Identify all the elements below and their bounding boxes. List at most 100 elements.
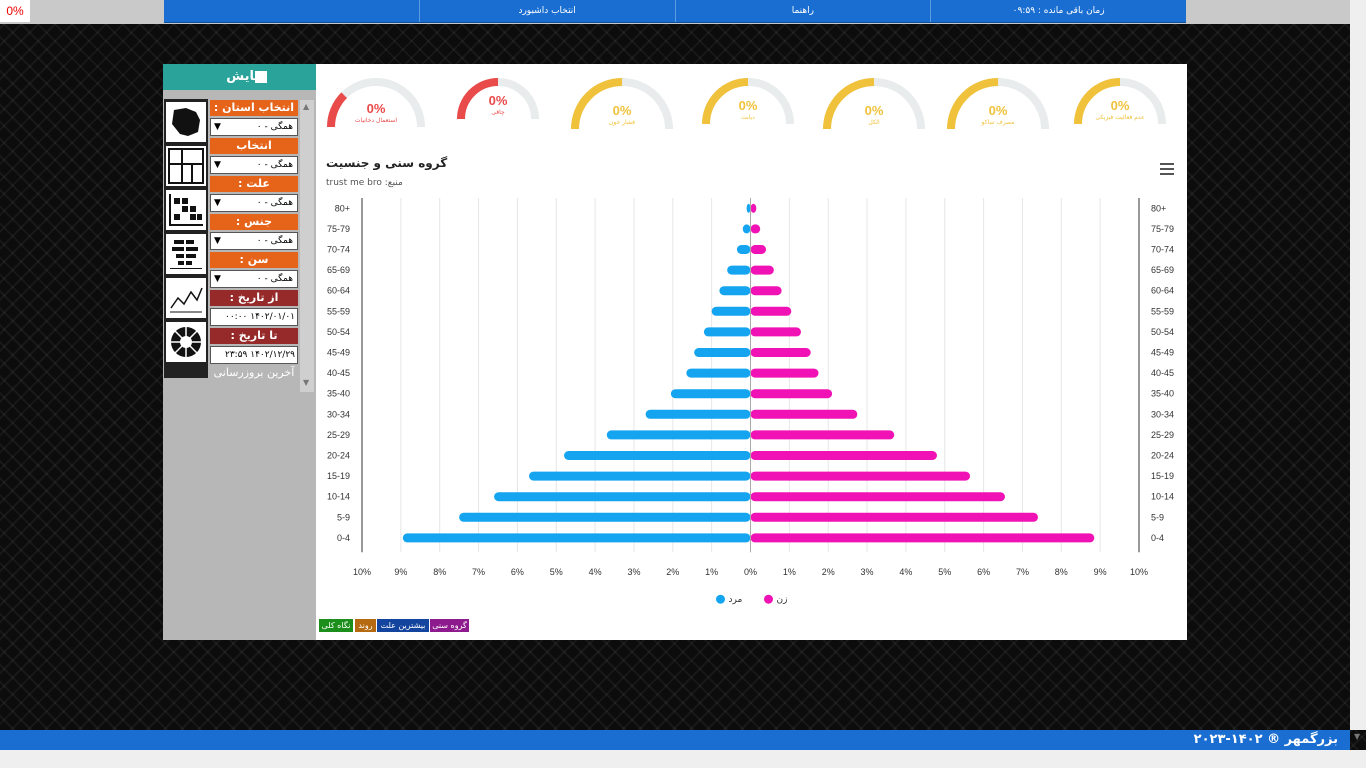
chevron-down-icon: ▼ bbox=[214, 198, 221, 208]
legend-marker-male bbox=[716, 594, 725, 604]
age-select[interactable]: همگی - ۰ ▼ bbox=[210, 270, 298, 288]
age-tick-label-right: 20-24 bbox=[1151, 451, 1174, 461]
bar-chart-small-icon bbox=[255, 71, 267, 83]
sidebar-title: نمایش bbox=[226, 69, 268, 84]
chart-menu-icon[interactable] bbox=[1160, 163, 1174, 175]
bar-female bbox=[750, 409, 858, 419]
age-tick-label-right: 75-79 bbox=[1151, 224, 1174, 234]
age-tick-label-right: 60-64 bbox=[1151, 286, 1174, 296]
bar-male bbox=[727, 265, 751, 275]
bar-female bbox=[750, 327, 802, 337]
gauge-label: فشار خون bbox=[608, 119, 636, 126]
scroll-down-arrow-icon[interactable]: ▼ bbox=[1354, 732, 1361, 741]
bar-female bbox=[750, 471, 971, 481]
age-tick-label-left: 75-79 bbox=[327, 224, 350, 234]
nav-item-empty[interactable] bbox=[164, 0, 420, 22]
age-tick-label-right: 70-74 bbox=[1151, 245, 1174, 255]
age-tick-label-right: 25-29 bbox=[1151, 430, 1174, 440]
gauge-value: 0% bbox=[366, 101, 386, 116]
province-select[interactable]: همگی - ۰ ▼ bbox=[210, 118, 298, 136]
sidebar-scrollbar[interactable]: ▲ ▼ bbox=[300, 100, 314, 392]
x-tick-label: 9% bbox=[394, 567, 407, 577]
bar-female bbox=[750, 286, 782, 296]
radial-chart-icon[interactable] bbox=[166, 322, 206, 362]
age-tick-label-left: 45-49 bbox=[327, 348, 350, 358]
scroll-down-arrow-icon[interactable]: ▼ bbox=[303, 378, 310, 387]
age-tick-label-left: 55-59 bbox=[327, 306, 350, 316]
bar-male bbox=[736, 245, 751, 254]
x-tick-label: 9% bbox=[1094, 567, 1107, 577]
from-date-input[interactable]: ۱۴۰۲/۰۱/۰۱ ۰۰:۰۰ bbox=[210, 308, 298, 326]
bar-male bbox=[742, 224, 751, 234]
page-scrollbar[interactable]: ▼ bbox=[1350, 0, 1366, 741]
age-tick-label-right: 15-19 bbox=[1151, 471, 1174, 481]
bar-female bbox=[750, 451, 937, 460]
horizontal-scrollbar[interactable] bbox=[0, 750, 1366, 768]
age-tick-label-right: 65-69 bbox=[1151, 265, 1174, 275]
tab-2[interactable]: بیشترین علت bbox=[377, 619, 429, 632]
bar-male bbox=[719, 286, 751, 296]
nav-item-select-dashboard[interactable]: انتخاب داشبورد bbox=[420, 0, 676, 22]
chevron-down-icon: ▼ bbox=[214, 274, 221, 284]
county-filter-label: انتخاب شهرستان : bbox=[210, 138, 298, 168]
x-tick-label: 10% bbox=[353, 567, 371, 577]
bar-male bbox=[711, 306, 751, 316]
age-tick-label-right: 30-34 bbox=[1151, 409, 1174, 419]
gauge-2: 0% مصرف تنباکو bbox=[943, 70, 1053, 135]
chevron-down-icon: ▼ bbox=[214, 236, 221, 246]
tab-4[interactable]: نگاه کلی bbox=[319, 619, 353, 632]
x-tick-label: 2% bbox=[822, 567, 835, 577]
to-date-input[interactable]: ۱۴۰۲/۱۲/۲۹ ۲۳:۵۹ bbox=[210, 346, 298, 364]
gauge-label: چاقی bbox=[491, 109, 505, 116]
chart-subtitle: منبع: trust me bro bbox=[326, 178, 403, 188]
gauge-label: دیابت bbox=[741, 114, 755, 121]
gauge-6: 0% چاقی bbox=[453, 70, 543, 125]
gauge-label: عدم فعالیت فیزیکی bbox=[1095, 114, 1145, 121]
age-tick-label-right: 5-9 bbox=[1151, 512, 1164, 522]
last-update-label: آخرین بروزرسانی bbox=[213, 366, 295, 379]
layout-icon[interactable] bbox=[166, 146, 206, 186]
legend-label-male: مرد bbox=[729, 595, 743, 605]
x-tick-label: 2% bbox=[666, 567, 679, 577]
gauge-5: 0% فشار خون bbox=[567, 70, 677, 135]
cause-select[interactable]: همگی - ۰ ▼ bbox=[210, 194, 298, 212]
age-tick-label-left: 15-19 bbox=[327, 471, 350, 481]
gauge-fill bbox=[947, 78, 999, 130]
x-tick-label: 7% bbox=[472, 567, 485, 577]
age-tick-label-left: 25-29 bbox=[327, 430, 350, 440]
bar-female bbox=[750, 368, 819, 378]
iran-map-icon[interactable] bbox=[166, 102, 206, 142]
nav-item-help[interactable]: راهنما bbox=[676, 0, 932, 22]
gauge-label: مصرف تنباکو bbox=[981, 119, 1015, 126]
age-tick-label-left: 70-74 bbox=[327, 245, 350, 255]
chevron-down-icon: ▼ bbox=[214, 122, 221, 132]
gender-select[interactable]: همگی - ۰ ▼ bbox=[210, 232, 298, 250]
gauge-value: 0% bbox=[612, 103, 632, 118]
bar-female bbox=[750, 265, 774, 275]
county-select[interactable]: همگی - ۰ ▼ bbox=[210, 156, 298, 174]
x-tick-label: 4% bbox=[589, 567, 602, 577]
gauge-value: 0% bbox=[488, 93, 508, 108]
chevron-down-icon: ▼ bbox=[214, 160, 221, 170]
line-chart-icon[interactable] bbox=[166, 278, 206, 318]
heatmap-grid-icon[interactable] bbox=[166, 190, 206, 230]
age-tick-label-left: 50-54 bbox=[327, 327, 350, 337]
bar-male bbox=[564, 451, 751, 460]
bar-female bbox=[750, 224, 761, 234]
gauge-3: 0% الکل bbox=[819, 70, 929, 135]
to-date-label: تا تاریخ : bbox=[210, 328, 298, 344]
bar-male bbox=[686, 368, 751, 378]
tab-1[interactable]: گروه سنی bbox=[430, 619, 469, 632]
bar-male bbox=[402, 533, 751, 543]
bar-male bbox=[670, 389, 751, 399]
tab-3[interactable]: روند bbox=[355, 619, 376, 632]
bar-chart-icon[interactable] bbox=[166, 234, 206, 274]
age-tick-label-right: 10-14 bbox=[1151, 492, 1174, 502]
gauge-label: الکل bbox=[868, 119, 880, 126]
bar-male bbox=[494, 492, 751, 502]
bar-male bbox=[645, 409, 751, 419]
population-pyramid-chart: 80+ 80+ 75-79 75-79 70-74 70-74 65-69 65-69 60-6… bbox=[327, 198, 1174, 605]
gauge-fill bbox=[327, 92, 348, 128]
scroll-up-arrow-icon[interactable]: ▲ bbox=[303, 102, 310, 111]
x-tick-label: 7% bbox=[1016, 567, 1029, 577]
